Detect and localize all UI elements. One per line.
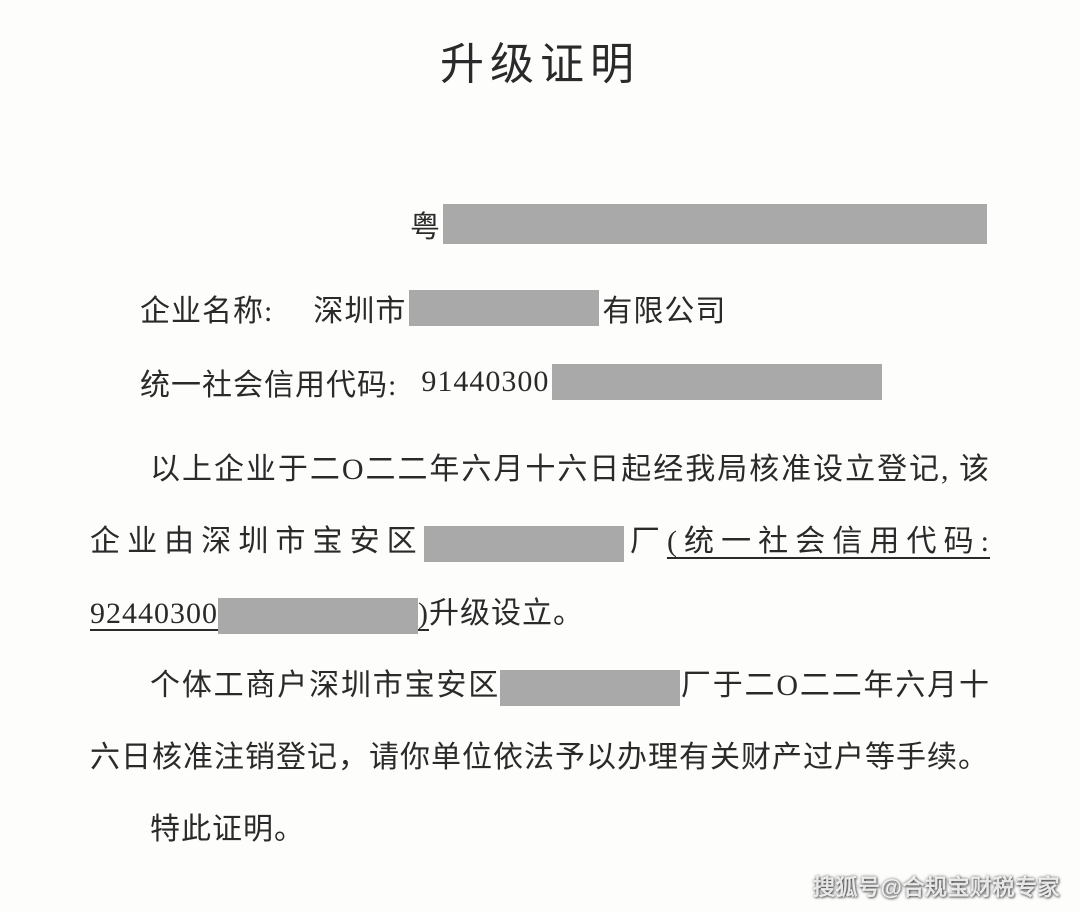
uscc-prefix: 91440300	[421, 365, 549, 399]
ref-redaction	[443, 204, 987, 244]
paragraph-2: 个体工商户深圳市宝安区厂于二O二二年六月十六日核准注销登记，请你单位依法予以办理…	[90, 650, 990, 794]
reference-line: 粤	[90, 202, 990, 246]
p1-redaction-1	[424, 526, 624, 562]
paragraph-3: 特此证明。	[90, 794, 990, 866]
p1-redaction-2	[218, 598, 418, 634]
company-name-row: 企业名称: 深圳市 有限公司	[90, 286, 990, 330]
paragraph-1: 以上企业于二O二二年六月十六日起经我局核准设立登记, 该企业由深圳市宝安区厂(统…	[90, 434, 990, 650]
p3-text: 特此证明。	[150, 813, 305, 846]
company-suffix: 有限公司	[602, 286, 726, 330]
p2-redaction	[500, 670, 680, 706]
p1-text-e: 升级设立。	[429, 597, 584, 630]
certificate-page: 升级证明 粤 企业名称: 深圳市 有限公司 统一社会信用代码: 91440300…	[0, 0, 1080, 866]
uscc-redaction	[552, 364, 882, 400]
company-label: 企业名称:	[140, 286, 273, 330]
company-redaction	[409, 290, 599, 326]
p2-text-a: 个体工商户深圳市宝安区	[150, 669, 500, 702]
company-prefix: 深圳市	[313, 286, 406, 330]
uscc-row: 统一社会信用代码: 91440300	[90, 360, 990, 404]
ref-prefix: 粤	[410, 202, 440, 246]
uscc-label: 统一社会信用代码:	[140, 360, 397, 404]
body-text: 以上企业于二O二二年六月十六日起经我局核准设立登记, 该企业由深圳市宝安区厂(统…	[90, 434, 990, 866]
p1-text-b: 厂	[624, 525, 667, 558]
p1-text-d: )	[418, 597, 429, 630]
watermark: 搜狐号@合规宝财税专家	[813, 870, 1060, 902]
page-title: 升级证明	[90, 28, 990, 92]
